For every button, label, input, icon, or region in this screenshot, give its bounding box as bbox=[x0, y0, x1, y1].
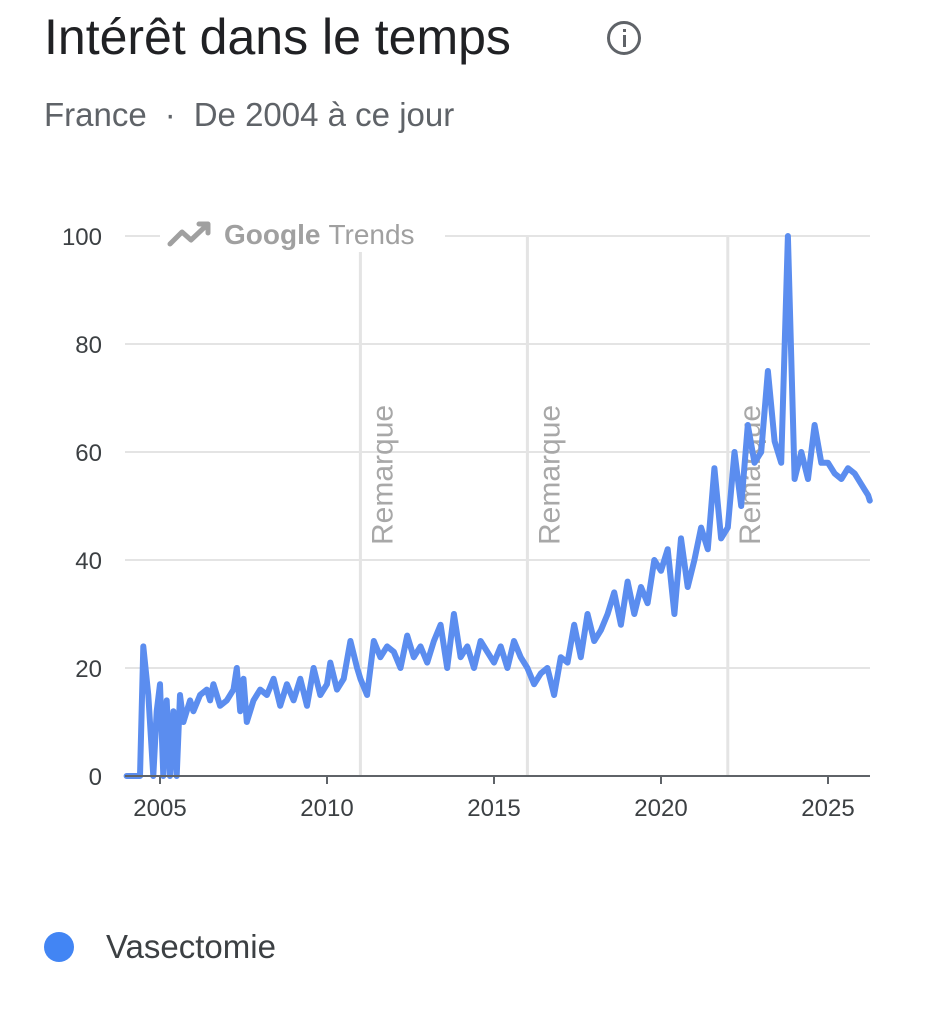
region-label[interactable]: France bbox=[44, 96, 147, 133]
x-tick-label: 2010 bbox=[300, 795, 353, 822]
y-axis-ticks: 0 20 40 60 80 100 bbox=[62, 224, 102, 791]
y-tick-label: 80 bbox=[75, 332, 102, 359]
trending-up-icon bbox=[167, 221, 211, 247]
x-tick-label: 2020 bbox=[634, 795, 687, 822]
x-axis-ticks: 2005 2010 2015 2020 2025 bbox=[133, 776, 855, 822]
annotation-label: Remarque bbox=[533, 405, 566, 545]
y-tick-label: 100 bbox=[62, 224, 102, 251]
chart-subtitle: France · De 2004 à ce jour bbox=[44, 96, 454, 134]
x-tick-label: 2025 bbox=[801, 795, 854, 822]
y-tick-label: 0 bbox=[89, 764, 102, 791]
google-trends-watermark: Google Trends bbox=[160, 218, 445, 252]
x-tick-label: 2015 bbox=[467, 795, 520, 822]
watermark-product: Trends bbox=[328, 219, 414, 250]
annotation-lines: Remarque Remarque Remarque bbox=[358, 236, 767, 776]
chart-title: Intérêt dans le temps bbox=[44, 9, 511, 65]
info-icon[interactable] bbox=[607, 21, 641, 55]
annotation-label: Remarque bbox=[366, 405, 399, 545]
legend-marker bbox=[44, 932, 74, 962]
x-tick-label: 2005 bbox=[133, 795, 186, 822]
line-chart[interactable]: Remarque Remarque Remarque Google Trends 02… bbox=[0, 190, 934, 870]
y-tick-label: 40 bbox=[75, 548, 102, 575]
y-tick-label: 60 bbox=[75, 440, 102, 467]
legend[interactable]: Vasectomie bbox=[44, 928, 276, 966]
y-tick-label: 20 bbox=[75, 656, 102, 683]
legend-label: Vasectomie bbox=[106, 928, 276, 965]
separator-dot: · bbox=[164, 96, 176, 133]
series-line-vasectomie bbox=[123, 233, 873, 779]
watermark-brand: Google bbox=[224, 219, 320, 250]
period-label[interactable]: De 2004 à ce jour bbox=[193, 96, 455, 133]
